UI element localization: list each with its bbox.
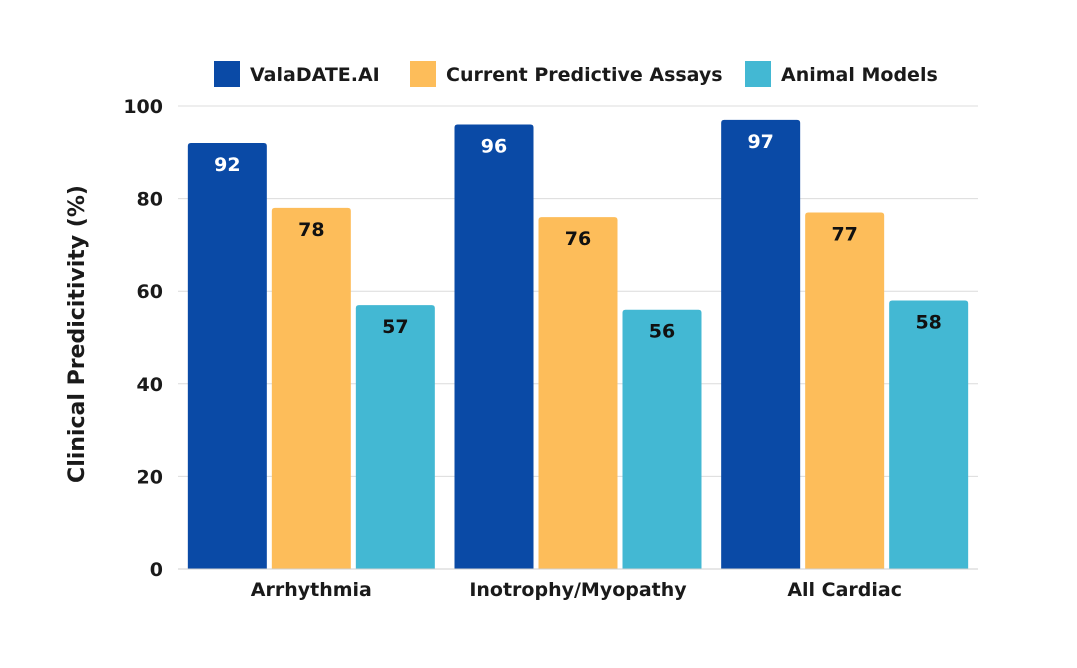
x-category-label: Inotrophy/Myopathy — [469, 579, 687, 601]
y-tick-label: 100 — [123, 96, 163, 118]
x-category-label: Arrhythmia — [251, 579, 372, 601]
y-tick-label: 40 — [137, 374, 163, 396]
legend-swatch — [214, 61, 240, 87]
bar — [355, 305, 435, 569]
bar-value-label: 96 — [481, 136, 507, 158]
x-category-label: All Cardiac — [787, 579, 902, 601]
bar-value-label: 76 — [565, 228, 591, 250]
legend-label: Current Predictive Assays — [446, 64, 723, 86]
bar-value-label: 97 — [747, 131, 773, 153]
bar-value-label: 58 — [915, 311, 941, 333]
y-tick-label: 80 — [137, 189, 163, 211]
x-axis-categories: Arrhythmia Inotrophy/Myopathy All Cardiac — [251, 579, 902, 601]
y-tick-label: 60 — [137, 281, 163, 303]
bar-value-label: 77 — [831, 223, 857, 245]
legend-label: ValaDATE.AI — [250, 64, 380, 86]
bars: 92 78 57 96 76 56 97 77 58 — [187, 119, 969, 570]
y-tick-label: 20 — [137, 466, 163, 488]
bar-value-label: 92 — [214, 154, 240, 176]
bar — [271, 207, 351, 570]
bar — [187, 143, 267, 570]
legend-swatch — [745, 61, 771, 87]
y-axis-label: Clinical Predicitivity (%) — [65, 185, 90, 483]
y-axis-ticks: 0 20 40 60 80 100 — [123, 96, 163, 581]
bar — [805, 212, 885, 570]
bar-value-label: 56 — [649, 321, 675, 343]
bar — [622, 309, 702, 569]
bar — [538, 217, 618, 569]
legend-swatch — [410, 61, 436, 87]
bar — [454, 124, 534, 570]
bar — [889, 300, 969, 569]
y-tick-label: 0 — [150, 559, 163, 581]
bar — [721, 119, 801, 569]
legend: ValaDATE.AI Current Predictive Assays Anim… — [214, 61, 938, 87]
bar-value-label: 78 — [298, 219, 324, 241]
bar-value-label: 57 — [382, 316, 408, 338]
legend-label: Animal Models — [781, 64, 938, 86]
